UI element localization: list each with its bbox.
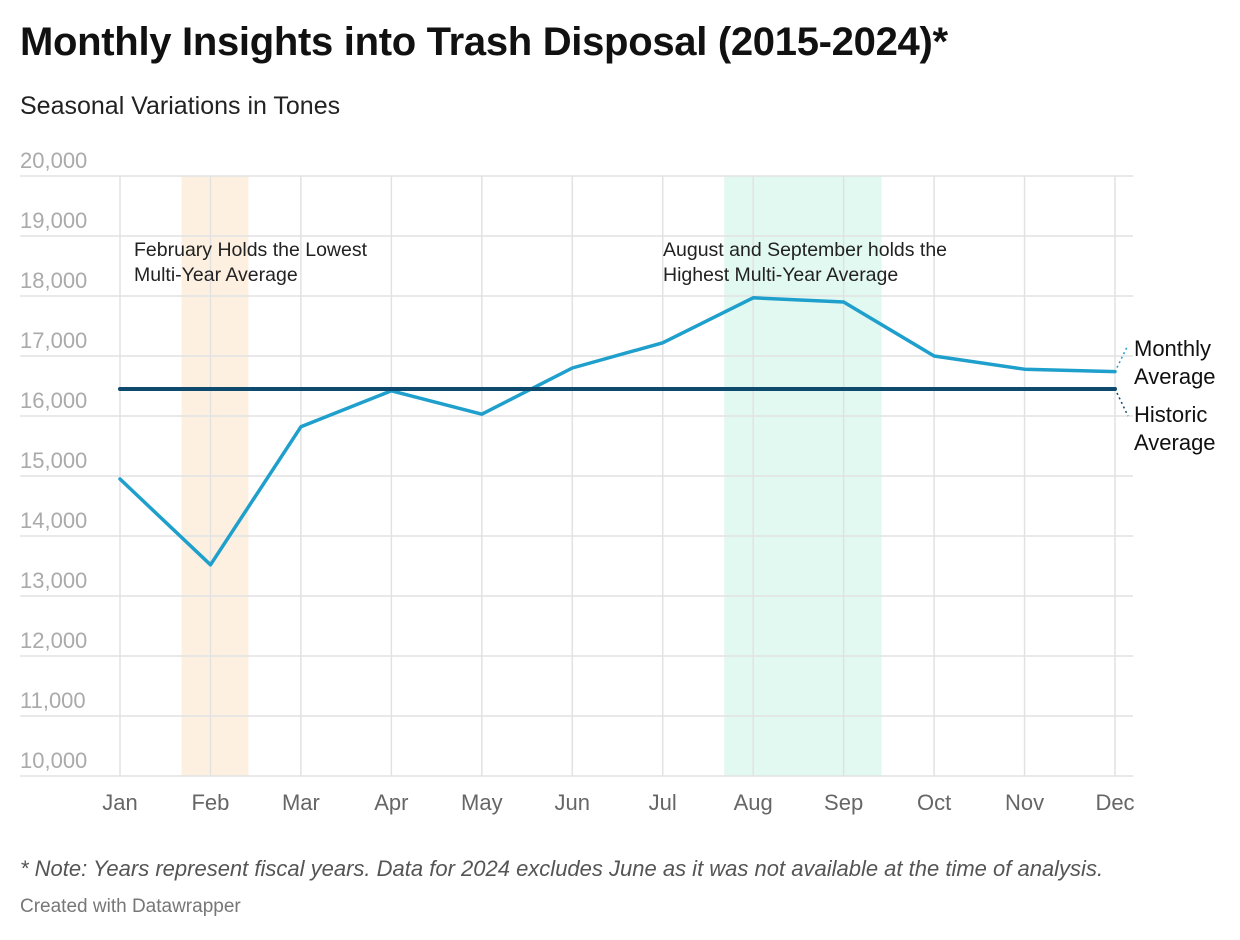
y-tick-label-5: 15,000 bbox=[20, 448, 87, 473]
line-label-connector-historic-average bbox=[1116, 392, 1129, 417]
line-label-monthly-average-1: Average bbox=[1134, 364, 1216, 389]
y-axis-ticks: 10,000 11,000 12,000 13,000 14,000 15,000 16,0… bbox=[20, 148, 87, 773]
annotations: February Holds the Lowest Multi-Year Aver… bbox=[134, 239, 947, 286]
line-label-historic-average-0: Historic bbox=[1134, 402, 1207, 427]
annotation-aug-sep-line-0: August and September holds the bbox=[663, 239, 947, 261]
gridlines bbox=[20, 175, 1133, 777]
y-tick-label-3: 13,000 bbox=[20, 568, 87, 593]
x-tick-label-sep: Sep bbox=[824, 790, 863, 815]
x-axis-ticks: Jan Feb Mar Apr May Jun Jul Aug Sep Oct Nov Dec bbox=[102, 790, 1134, 815]
chart-title: Monthly Insights into Trash Disposal (20… bbox=[20, 20, 948, 64]
y-tick-label-8: 18,000 bbox=[20, 268, 87, 293]
x-tick-label-apr: Apr bbox=[374, 790, 408, 815]
x-tick-label-dec: Dec bbox=[1095, 790, 1134, 815]
x-tick-label-oct: Oct bbox=[917, 790, 951, 815]
series-lines bbox=[118, 296, 1117, 567]
chart-subtitle: Seasonal Variations in Tones bbox=[20, 92, 341, 120]
y-tick-label-4: 14,000 bbox=[20, 508, 87, 533]
y-tick-label-6: 16,000 bbox=[20, 388, 87, 413]
x-tick-label-aug: Aug bbox=[734, 790, 773, 815]
y-tick-label-7: 17,000 bbox=[20, 328, 87, 353]
x-tick-label-mar: Mar bbox=[282, 790, 320, 815]
line-label-monthly-average-0: Monthly bbox=[1134, 336, 1211, 361]
y-tick-label-1: 11,000 bbox=[20, 688, 86, 713]
annotation-aug-sep-line-1: Highest Multi-Year Average bbox=[663, 264, 898, 286]
x-tick-label-feb: Feb bbox=[191, 790, 229, 815]
y-tick-label-9: 19,000 bbox=[20, 208, 87, 233]
line-label-connector-monthly-average bbox=[1116, 344, 1129, 368]
y-tick-label-10: 20,000 bbox=[20, 148, 87, 173]
x-tick-label-may: May bbox=[461, 790, 503, 815]
y-tick-label-2: 12,000 bbox=[20, 628, 87, 653]
x-tick-label-jan: Jan bbox=[102, 790, 137, 815]
x-tick-label-jun: Jun bbox=[555, 790, 590, 815]
footnote: * Note: Years represent fiscal years. Da… bbox=[20, 856, 1104, 881]
x-tick-label-jul: Jul bbox=[649, 790, 677, 815]
series-line-monthly-average bbox=[118, 296, 1117, 567]
line-labels: Monthly Average Historic Average bbox=[1116, 336, 1216, 455]
annotation-feb-feb-line-0: February Holds the Lowest bbox=[134, 239, 368, 261]
credit-text: Created with Datawrapper bbox=[20, 896, 241, 917]
x-tick-label-nov: Nov bbox=[1005, 790, 1044, 815]
y-tick-label-0: 10,000 bbox=[20, 748, 87, 773]
line-label-historic-average-1: Average bbox=[1134, 430, 1216, 455]
annotation-feb-feb-line-1: Multi-Year Average bbox=[134, 264, 298, 286]
